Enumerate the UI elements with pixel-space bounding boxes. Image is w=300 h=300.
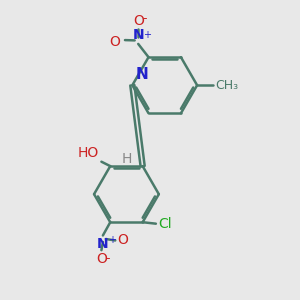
Text: HO: HO xyxy=(78,146,99,160)
Text: -: - xyxy=(106,252,110,265)
Text: N: N xyxy=(97,237,109,251)
Text: H: H xyxy=(122,152,132,166)
Text: O: O xyxy=(110,34,121,49)
Text: CH₃: CH₃ xyxy=(215,79,238,92)
Text: -: - xyxy=(142,12,147,26)
Text: Cl: Cl xyxy=(158,217,172,231)
Text: +: + xyxy=(143,30,151,40)
Text: O: O xyxy=(133,14,144,28)
Text: O: O xyxy=(96,252,107,266)
Text: N: N xyxy=(136,67,148,82)
Text: +: + xyxy=(108,236,116,245)
Text: O: O xyxy=(118,233,128,248)
Text: N: N xyxy=(132,28,144,43)
